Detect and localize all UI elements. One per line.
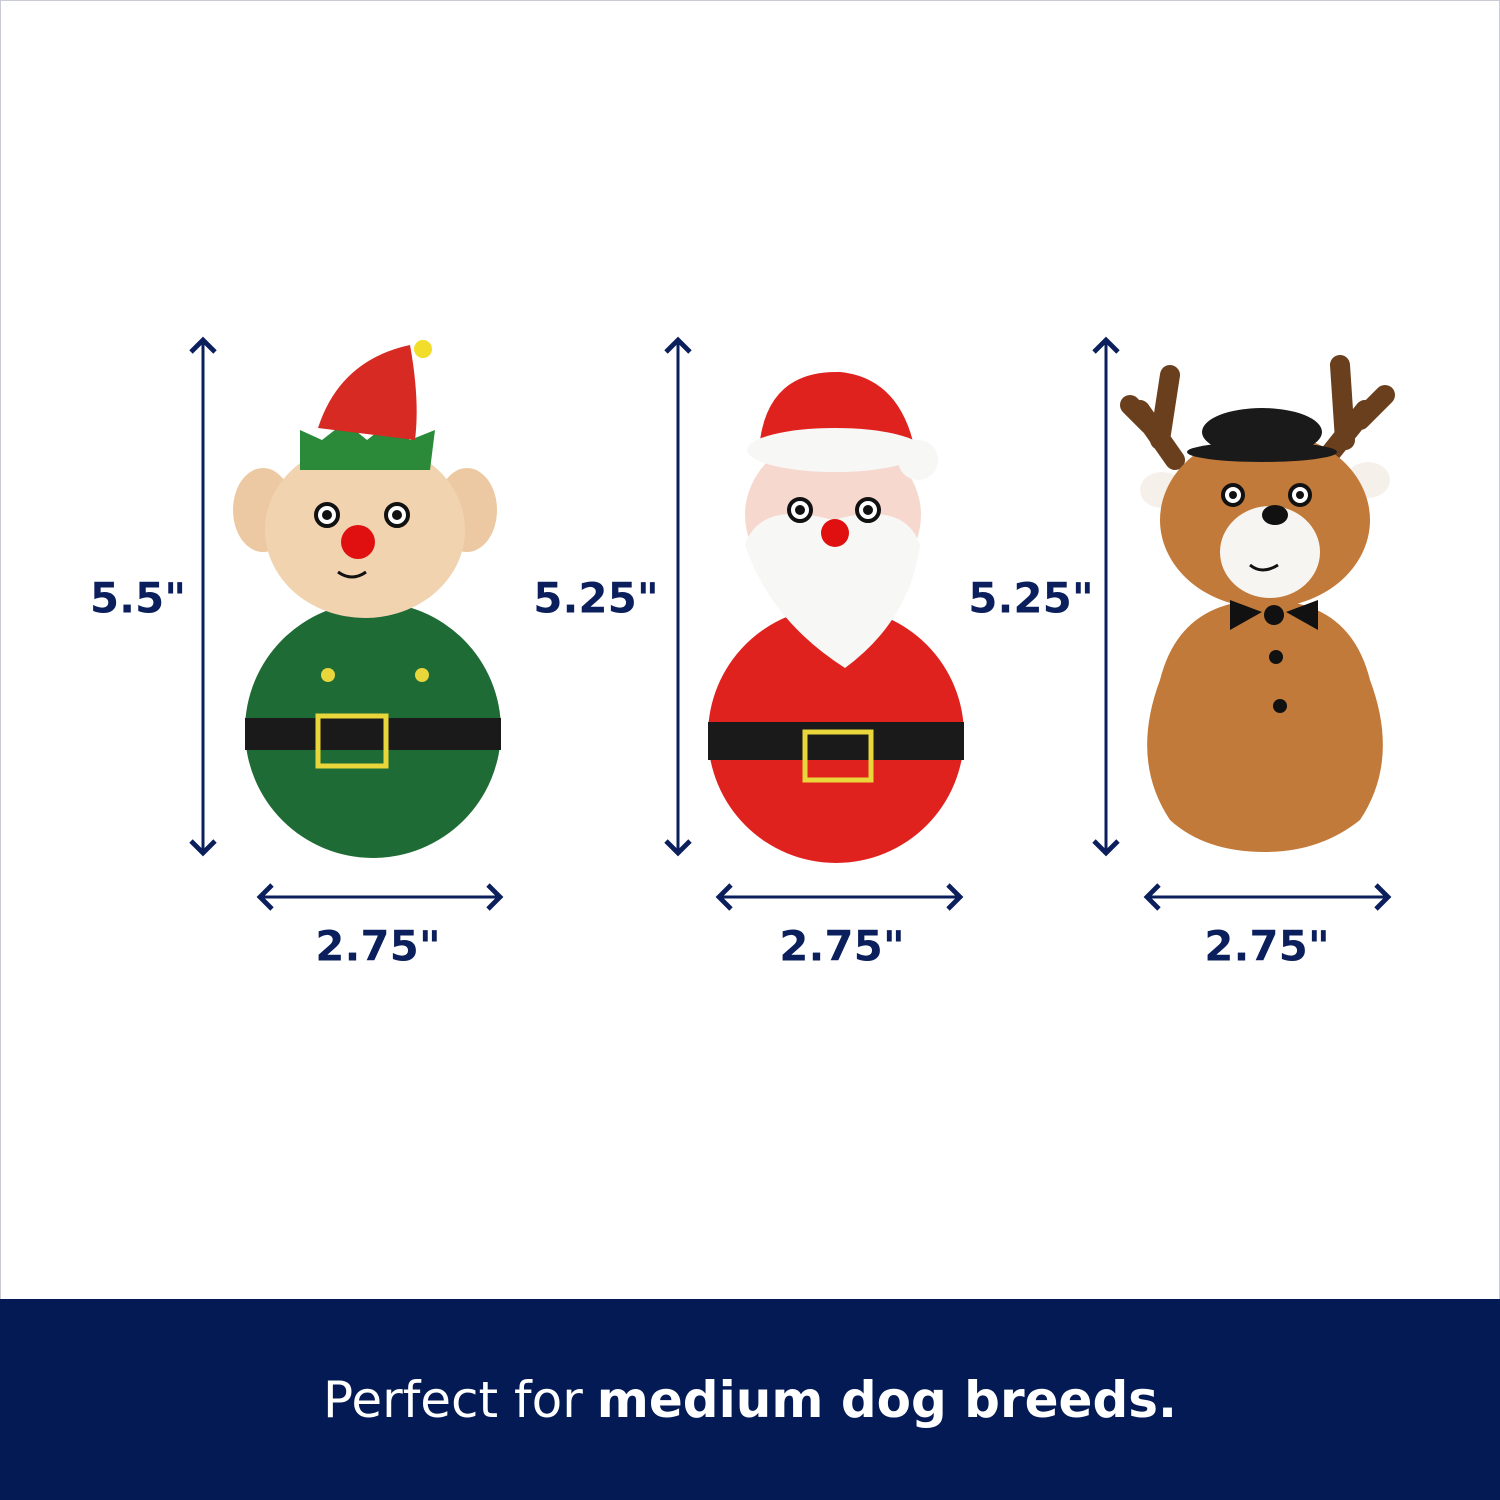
banner-text-regular: Perfect for xyxy=(323,1370,583,1429)
width-label-elf: 2.75" xyxy=(315,921,441,971)
height-label-elf: 5.5" xyxy=(89,573,187,623)
width-label-santa: 2.75" xyxy=(779,921,905,971)
height-label-reindeer: 5.25" xyxy=(968,573,1094,623)
santa-toy xyxy=(708,371,964,863)
banner-text-bold-wrapper: medium dog breeds. xyxy=(583,1371,1177,1429)
reindeer-toy xyxy=(1120,355,1395,852)
bottom-banner: Perfect for medium dog breeds. xyxy=(0,1299,1500,1500)
height-label-santa: 5.25" xyxy=(533,573,659,623)
elf-toy xyxy=(233,340,501,858)
width-label-reindeer: 2.75" xyxy=(1204,921,1330,971)
banner-text-bold: medium dog breeds. xyxy=(596,1370,1177,1429)
